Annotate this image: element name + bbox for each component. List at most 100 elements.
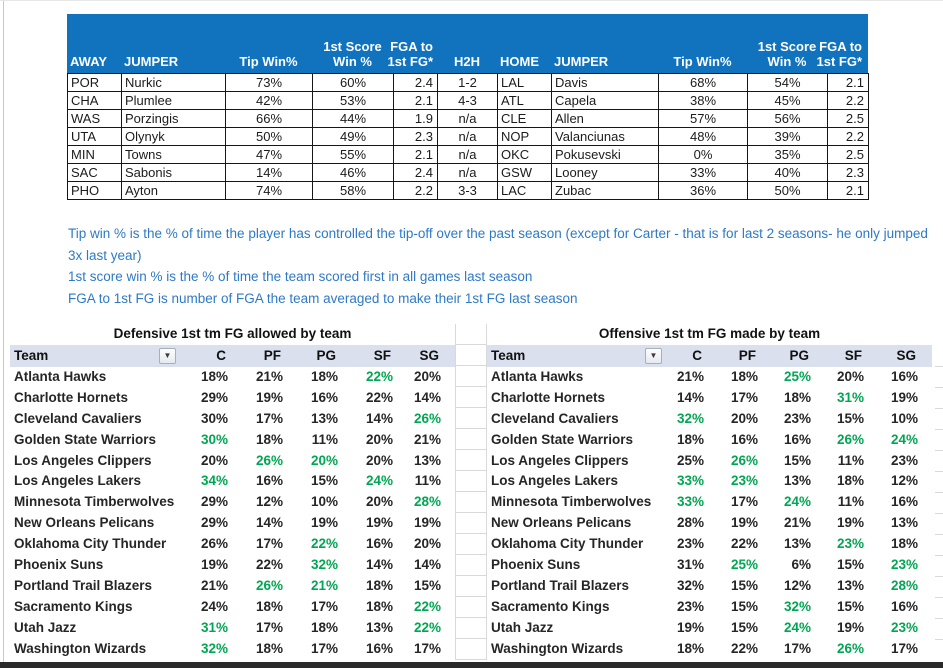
matchup-cell[interactable]: 2.1 bbox=[827, 181, 869, 200]
stat-cell[interactable]: 23% bbox=[676, 598, 704, 614]
team-name-cell[interactable]: Oklahoma City Thunder bbox=[491, 536, 644, 552]
stat-cell[interactable]: 11% bbox=[837, 494, 864, 510]
stat-cell[interactable]: 22% bbox=[365, 369, 393, 384]
matchup-cell[interactable]: 2.1 bbox=[393, 145, 438, 164]
matchup-cell[interactable]: Olynyk bbox=[121, 127, 226, 146]
stat-cell[interactable]: 16% bbox=[730, 431, 758, 447]
stat-cell[interactable]: 19% bbox=[836, 515, 864, 531]
stat-cell[interactable]: 16% bbox=[310, 389, 338, 405]
matchup-cell[interactable]: Towns bbox=[121, 145, 226, 164]
matchup-cell[interactable]: 44% bbox=[312, 109, 394, 128]
matchup-cell[interactable]: NOP bbox=[497, 127, 552, 146]
stat-cell[interactable]: 16% bbox=[783, 431, 811, 447]
team-name-cell[interactable]: Phoenix Suns bbox=[491, 557, 581, 573]
stat-cell[interactable]: 14% bbox=[413, 389, 441, 405]
team-name-cell[interactable]: Portland Trail Blazers bbox=[14, 577, 153, 593]
matchup-cell[interactable]: 48% bbox=[658, 127, 748, 146]
stat-cell[interactable]: 16% bbox=[890, 369, 918, 384]
stat-cell[interactable]: 13% bbox=[413, 452, 441, 468]
matchup-cell[interactable]: 2.4 bbox=[393, 73, 438, 92]
matchup-cell[interactable]: POR bbox=[67, 73, 122, 92]
matchup-cell[interactable]: 40% bbox=[747, 163, 828, 182]
matchup-cell[interactable]: Porzingis bbox=[121, 109, 226, 128]
stat-cell[interactable]: 20% bbox=[836, 369, 864, 384]
matchup-cell[interactable]: Davis bbox=[551, 73, 659, 92]
stat-cell[interactable]: 26% bbox=[836, 640, 864, 656]
stat-cell[interactable]: 20% bbox=[365, 431, 393, 447]
stat-cell[interactable]: 20% bbox=[365, 452, 393, 468]
stat-cell[interactable]: 24% bbox=[890, 431, 918, 447]
matchup-cell[interactable]: 46% bbox=[312, 163, 394, 182]
stat-cell[interactable]: 19% bbox=[890, 389, 918, 405]
stat-cell[interactable]: 28% bbox=[890, 577, 918, 593]
matchup-cell[interactable]: 0% bbox=[658, 145, 748, 164]
stat-cell[interactable]: 22% bbox=[413, 598, 441, 614]
filter-dropdown-button[interactable]: ▼ bbox=[645, 348, 662, 364]
stat-cell[interactable]: 6% bbox=[791, 557, 811, 573]
team-name-cell[interactable]: Charlotte Hornets bbox=[491, 389, 606, 405]
matchup-cell[interactable]: Nurkic bbox=[121, 73, 226, 92]
stat-cell[interactable]: 26% bbox=[200, 536, 228, 552]
stat-cell[interactable]: 10% bbox=[890, 410, 918, 426]
matchup-cell[interactable]: PHO bbox=[67, 181, 122, 200]
stat-cell[interactable]: 23% bbox=[890, 619, 918, 635]
stat-cell[interactable]: 15% bbox=[836, 410, 864, 426]
stat-cell[interactable]: 23% bbox=[890, 557, 918, 573]
team-name-cell[interactable]: Charlotte Hornets bbox=[14, 389, 129, 405]
matchup-cell[interactable]: Plumlee bbox=[121, 91, 226, 110]
stat-cell[interactable]: 18% bbox=[255, 431, 283, 447]
stat-cell[interactable]: 11% bbox=[837, 452, 864, 468]
filter-dropdown-button[interactable]: ▼ bbox=[159, 348, 176, 364]
matchup-cell[interactable]: ATL bbox=[497, 91, 552, 110]
matchup-cell[interactable]: MIN bbox=[67, 145, 122, 164]
matchup-cell[interactable]: 73% bbox=[225, 73, 313, 92]
stat-cell[interactable]: 29% bbox=[200, 515, 228, 531]
stat-cell[interactable]: 19% bbox=[676, 619, 704, 635]
stat-cell[interactable]: 18% bbox=[783, 389, 811, 405]
team-name-cell[interactable]: Washington Wizards bbox=[491, 640, 624, 656]
stat-cell[interactable]: 18% bbox=[730, 369, 758, 384]
matchup-cell[interactable]: 47% bbox=[225, 145, 313, 164]
stat-cell[interactable]: 18% bbox=[676, 640, 704, 656]
team-name-cell[interactable]: Atlanta Hawks bbox=[14, 369, 107, 384]
team-name-cell[interactable]: Cleveland Cavaliers bbox=[491, 410, 619, 426]
stat-cell[interactable]: 17% bbox=[255, 410, 283, 426]
stat-cell[interactable]: 15% bbox=[783, 452, 811, 468]
stat-cell[interactable]: 14% bbox=[413, 557, 441, 573]
stat-cell[interactable]: 20% bbox=[730, 410, 758, 426]
stat-cell[interactable]: 14% bbox=[365, 410, 393, 426]
stat-cell[interactable]: 18% bbox=[365, 577, 393, 593]
stat-cell[interactable]: 21% bbox=[310, 577, 338, 593]
matchup-cell[interactable]: 2.5 bbox=[827, 109, 869, 128]
matchup-cell[interactable]: 42% bbox=[225, 91, 313, 110]
stat-cell[interactable]: 34% bbox=[200, 473, 228, 489]
matchup-cell[interactable]: 56% bbox=[747, 109, 828, 128]
stat-cell[interactable]: 26% bbox=[413, 410, 441, 426]
stat-cell[interactable]: 16% bbox=[365, 536, 393, 552]
stat-cell[interactable]: 11% bbox=[311, 431, 338, 447]
stat-cell[interactable]: 21% bbox=[676, 369, 704, 384]
stat-cell[interactable]: 17% bbox=[255, 536, 283, 552]
stat-cell[interactable]: 20% bbox=[310, 452, 338, 468]
matchup-cell[interactable]: 49% bbox=[312, 127, 394, 146]
matchup-cell[interactable]: 1.9 bbox=[393, 109, 438, 128]
team-name-cell[interactable]: New Orleans Pelicans bbox=[491, 515, 632, 531]
matchup-cell[interactable]: 2.4 bbox=[393, 163, 438, 182]
matchup-cell[interactable]: 36% bbox=[658, 181, 748, 200]
matchup-cell[interactable]: 57% bbox=[658, 109, 748, 128]
stat-cell[interactable]: 24% bbox=[783, 494, 811, 510]
stat-cell[interactable]: 24% bbox=[783, 619, 811, 635]
stat-cell[interactable]: 16% bbox=[890, 494, 918, 510]
stat-cell[interactable]: 26% bbox=[255, 577, 283, 593]
stat-cell[interactable]: 17% bbox=[890, 640, 918, 656]
matchup-cell[interactable]: Sabonis bbox=[121, 163, 226, 182]
stat-cell[interactable]: 18% bbox=[890, 536, 918, 552]
stat-cell[interactable]: 23% bbox=[676, 536, 704, 552]
stat-cell[interactable]: 18% bbox=[255, 640, 283, 656]
stat-cell[interactable]: 28% bbox=[413, 494, 441, 510]
team-name-cell[interactable]: Sacramento Kings bbox=[14, 598, 133, 614]
matchup-cell[interactable]: 14% bbox=[225, 163, 313, 182]
team-name-cell[interactable]: Cleveland Cavaliers bbox=[14, 410, 142, 426]
stat-cell[interactable]: 25% bbox=[730, 557, 758, 573]
stat-cell[interactable]: 19% bbox=[365, 515, 393, 531]
